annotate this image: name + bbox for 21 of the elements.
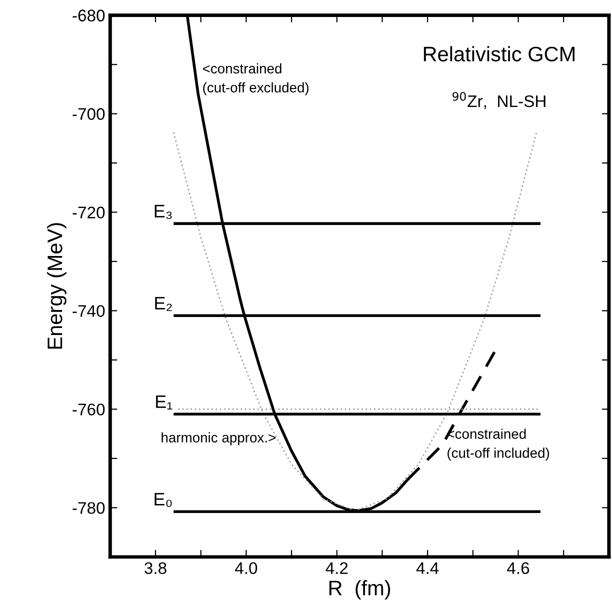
x-tick-label: 3.8 (144, 562, 166, 574)
y-tick-label: -720 (72, 206, 105, 218)
x-tick-label: 4.4 (416, 562, 439, 574)
annotation: Relativistic GCM (424, 46, 574, 62)
annotation: E₀ (154, 492, 172, 508)
annotation: E₁ (156, 395, 172, 410)
annotation: E₂ (155, 297, 172, 311)
annotation: harmonic approx.> (162, 432, 276, 446)
y-tick-label: -700 (72, 108, 105, 120)
annotation: $^{90}$Zr, NL-SH (452, 92, 546, 110)
y-tick-label: -760 (72, 404, 105, 416)
y-tick-label: -740 (72, 305, 105, 317)
x-tick-label: 4.2 (326, 562, 348, 574)
y-tick-label: -780 (72, 502, 105, 514)
x-axis-title: R (fm) (329, 580, 390, 600)
y-tick-label: -680 (72, 10, 105, 22)
annotation: E₃ (154, 204, 172, 219)
x-tick-label: 4.6 (507, 562, 530, 574)
annotation: <constrained (cut-off excluded) (202, 63, 308, 96)
y-axis-title: Energy (MeV) (46, 223, 66, 349)
x-tick-label: 4.0 (234, 562, 258, 574)
